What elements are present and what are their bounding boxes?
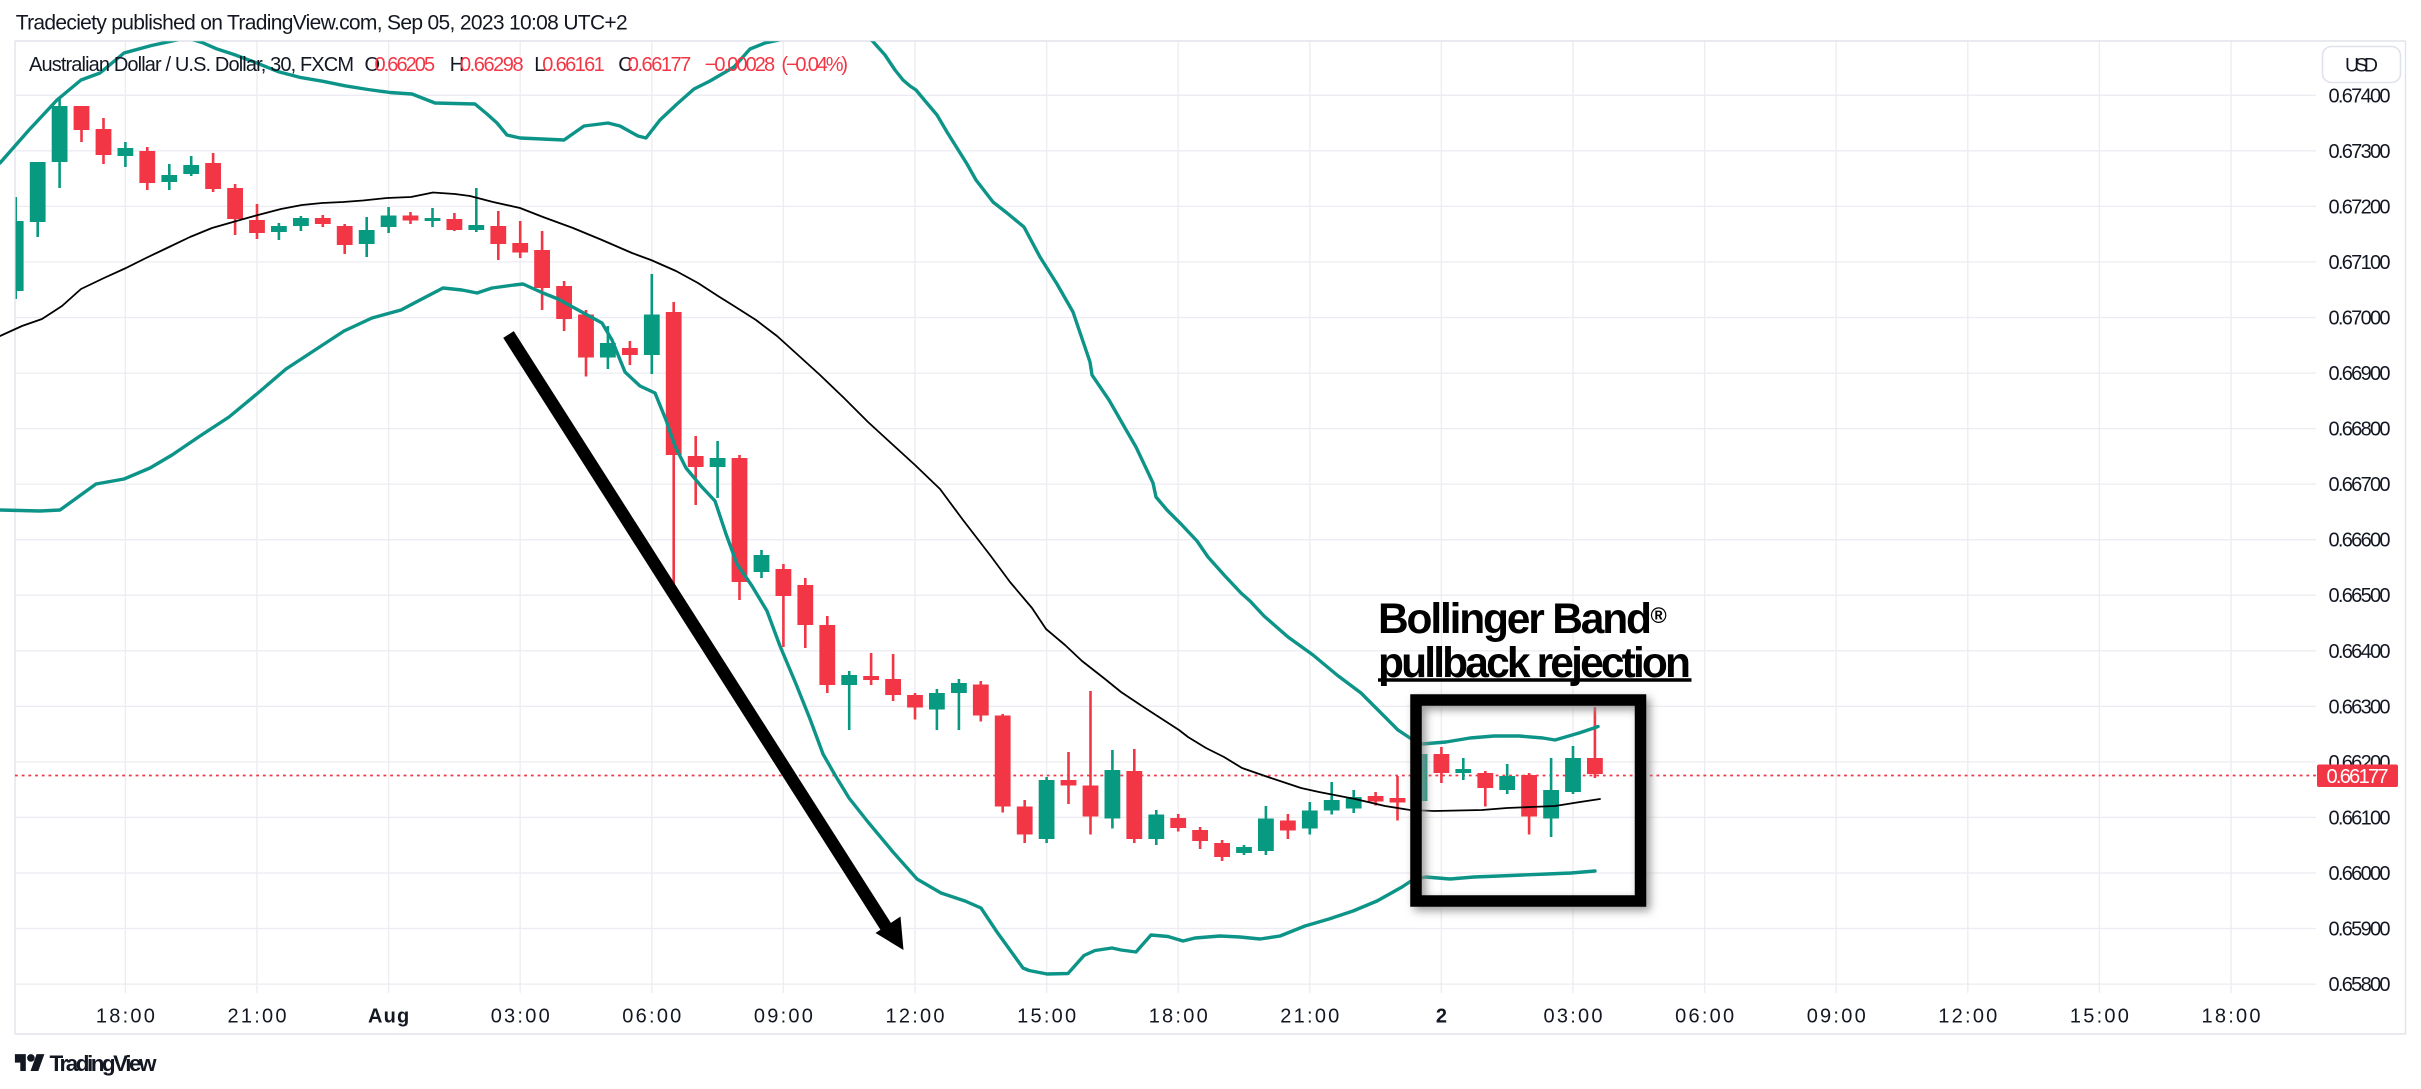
svg-text:09:00: 09:00 [754,1006,813,1028]
svg-text:0.66500: 0.66500 [2329,585,2391,607]
svg-text:TradingView: TradingView [50,1051,157,1076]
svg-text:0.66800: 0.66800 [2329,419,2391,441]
svg-text:Aug: Aug [368,1006,409,1028]
svg-text:21:00: 21:00 [228,1006,287,1028]
svg-text:O: O [365,54,381,76]
svg-text:18:00: 18:00 [1149,1006,1208,1028]
svg-text:0.67300: 0.67300 [2329,141,2391,163]
svg-text:06:00: 06:00 [1675,1006,1734,1028]
svg-text:0.66700: 0.66700 [2329,474,2391,496]
svg-text:0.67100: 0.67100 [2329,252,2391,274]
svg-text:09:00: 09:00 [1807,1006,1866,1028]
svg-text:06:00: 06:00 [622,1006,681,1028]
svg-text:0.65900: 0.65900 [2329,919,2391,941]
svg-text:®: ® [1651,603,1667,628]
svg-text:Tradeciety published on Tradin: Tradeciety published on TradingView.com,… [16,12,628,35]
svg-text:2: 2 [1436,1006,1447,1028]
svg-text:15:00: 15:00 [1017,1006,1076,1028]
svg-text:0.66177: 0.66177 [2327,766,2389,788]
svg-text:18:00: 18:00 [96,1006,155,1028]
svg-text:03:00: 03:00 [491,1006,550,1028]
svg-text:0.66205: 0.66205 [375,54,436,76]
svg-text:18:00: 18:00 [2202,1006,2261,1028]
svg-text:(−0.04%): (−0.04%) [781,54,848,76]
svg-text:0.66600: 0.66600 [2329,530,2391,552]
svg-text:0.66161: 0.66161 [542,54,604,76]
svg-text:0.66900: 0.66900 [2329,363,2391,385]
svg-text:0.66298: 0.66298 [460,54,524,76]
svg-text:21:00: 21:00 [1280,1006,1339,1028]
svg-text:0.66100: 0.66100 [2329,807,2391,829]
svg-text:0.66400: 0.66400 [2329,641,2391,663]
svg-text:03:00: 03:00 [1544,1006,1603,1028]
svg-text:12:00: 12:00 [886,1006,945,1028]
svg-text:0.66177: 0.66177 [628,54,692,76]
svg-text:12:00: 12:00 [1938,1006,1997,1028]
svg-text:0.66300: 0.66300 [2329,696,2391,718]
svg-text:−0.00028: −0.00028 [705,54,776,76]
svg-text:L: L [534,54,545,76]
svg-text:0.67000: 0.67000 [2329,308,2391,330]
svg-text:Australian Dollar / U.S. Dolla: Australian Dollar / U.S. Dollar, 30, FXC… [29,54,354,76]
svg-text:0.67200: 0.67200 [2329,196,2391,218]
svg-text:C: C [618,54,632,76]
svg-text:0.66000: 0.66000 [2329,863,2391,885]
svg-text:H: H [450,54,464,76]
svg-text:0.67400: 0.67400 [2329,85,2391,107]
svg-text:0.65800: 0.65800 [2329,974,2391,996]
svg-text:Bollinger Band: Bollinger Band [1378,596,1652,643]
svg-text:USD: USD [2345,55,2378,77]
svg-text:15:00: 15:00 [2070,1006,2129,1028]
